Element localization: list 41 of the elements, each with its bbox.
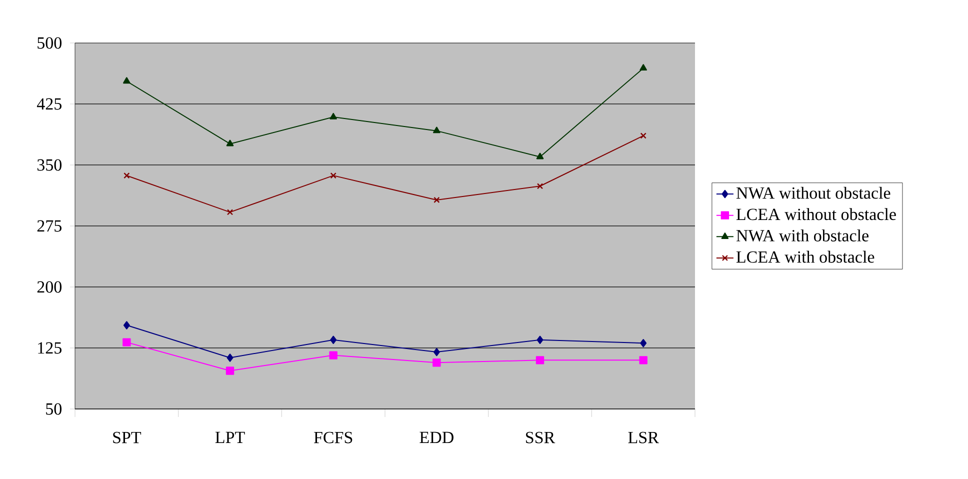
x-tick-label: SPT [113,432,142,444]
x-tick-label: LSR [628,432,659,444]
x-tick-label: FCFS [314,432,352,444]
point [640,339,647,348]
y-tick-label: 425 [36,98,62,110]
x-tick-label: EDD [420,432,454,444]
point [122,338,131,346]
point [123,321,130,330]
legend-label: NWA without obstacle [736,186,890,199]
point [536,356,544,364]
x-tick-label: SSR [526,432,556,444]
point [330,172,336,179]
point [330,336,337,344]
point [226,140,234,146]
point [536,336,544,344]
y-tick-label: 275 [37,220,62,232]
point [330,112,337,120]
legend-label: LCEA with obstacle [736,250,874,263]
point [123,77,130,84]
legend-label: LCEA without obstacle [736,208,896,220]
point [536,183,544,190]
y-tick-label: 200 [37,281,62,293]
point [433,348,440,356]
point [226,209,234,216]
y-tick-label: 350 [37,159,62,171]
y-tick-label: 125 [38,342,62,354]
point [640,132,646,139]
point [432,358,441,367]
y-tick-label: 500 [38,37,62,49]
legend-label: NWA with obstacle [736,229,868,242]
point [226,354,234,362]
x-tick-label: LPT [215,432,245,443]
y-tick-label: 50 [46,403,62,415]
point [329,351,338,360]
point [226,366,234,375]
point [433,126,440,134]
point [434,196,440,204]
point [536,152,544,160]
point [124,172,130,179]
point [639,356,648,364]
point [640,64,647,71]
